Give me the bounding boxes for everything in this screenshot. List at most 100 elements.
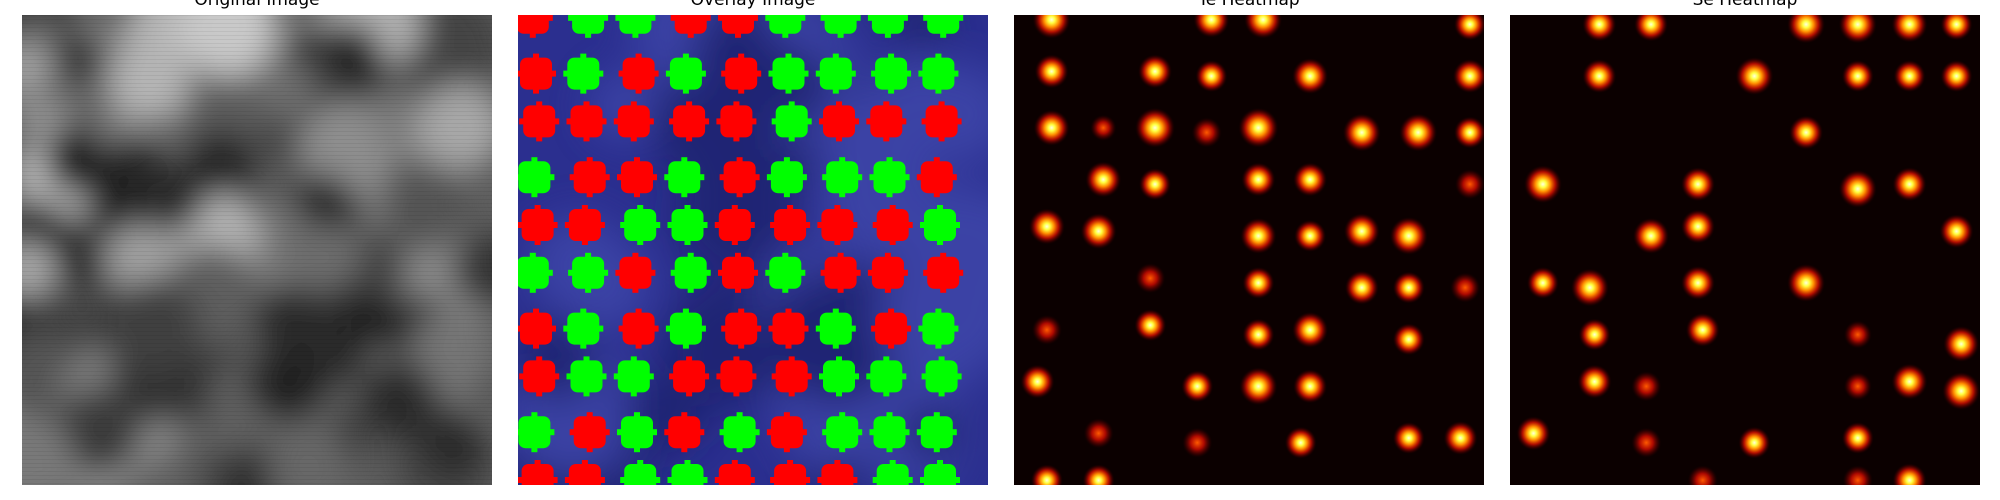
heatmap-spot xyxy=(1943,326,1980,362)
scan-line xyxy=(22,179,492,180)
marker-red xyxy=(719,157,760,198)
scan-line xyxy=(22,87,492,88)
marker-green xyxy=(918,308,959,349)
marker-red xyxy=(867,252,908,293)
scan-line xyxy=(22,455,492,456)
scan-line xyxy=(22,275,492,276)
marker-green xyxy=(822,412,863,453)
scan-line xyxy=(22,267,492,268)
marker-red xyxy=(569,157,610,198)
scan-line xyxy=(22,163,492,164)
marker-red xyxy=(617,157,657,198)
heatmap-spot xyxy=(1090,114,1117,141)
scan-line xyxy=(22,115,492,116)
scan-line xyxy=(22,339,492,340)
marker-green xyxy=(916,412,957,453)
heatmap-spot xyxy=(1892,167,1927,202)
scan-line xyxy=(22,475,492,476)
marker-green xyxy=(665,308,706,349)
heatmap-spot xyxy=(1838,15,1877,44)
scan-line xyxy=(22,183,492,184)
scan-line xyxy=(22,99,492,100)
scan-line xyxy=(22,51,492,52)
heatmap-spot xyxy=(1399,113,1438,152)
heatmap-spot xyxy=(1450,272,1481,303)
se-heatmap xyxy=(1510,15,1980,485)
marker-green xyxy=(518,157,555,198)
heatmap-spot xyxy=(1892,463,1927,485)
heatmap-spot xyxy=(1681,167,1715,202)
scan-line xyxy=(22,159,492,160)
scan-line xyxy=(22,243,492,244)
marker-green xyxy=(563,308,604,349)
heatmap-spot xyxy=(1182,427,1213,458)
texture-blob xyxy=(30,291,77,337)
heatmap-spot xyxy=(1681,265,1715,300)
scan-line xyxy=(22,263,492,264)
panel-overlay: Overlay Image xyxy=(518,0,988,500)
heatmap-spot xyxy=(1787,15,1826,44)
texture-blob xyxy=(103,278,201,376)
heatmap-spot xyxy=(1032,15,1071,39)
scan-line xyxy=(22,331,492,332)
scan-line xyxy=(22,375,492,376)
scan-line xyxy=(22,147,492,148)
heatmap-spot xyxy=(1033,109,1070,146)
scan-line xyxy=(22,55,492,56)
heatmap-spot xyxy=(1292,58,1329,95)
marker-green xyxy=(815,53,856,94)
heatmap-spot xyxy=(1242,266,1275,299)
scan-line xyxy=(22,35,492,36)
scan-line xyxy=(22,343,492,344)
marker-green xyxy=(765,252,806,293)
scan-line xyxy=(22,479,492,480)
heatmap-spot xyxy=(1392,323,1425,356)
texture-blob xyxy=(359,361,438,440)
scan-line xyxy=(22,471,492,472)
texture-blob xyxy=(109,40,191,123)
heatmap-spot xyxy=(1082,464,1115,485)
marker-green xyxy=(620,460,661,485)
heatmap-spot xyxy=(1135,263,1166,294)
scan-line xyxy=(22,283,492,284)
marker-green xyxy=(617,412,657,453)
marker-green xyxy=(869,412,910,453)
marker-green xyxy=(613,356,654,397)
marker-red xyxy=(721,308,762,349)
scan-line xyxy=(22,187,492,188)
scan-line xyxy=(22,175,492,176)
scan-line xyxy=(22,327,492,328)
scan-line xyxy=(22,287,492,288)
scan-line xyxy=(22,439,492,440)
scan-line xyxy=(22,367,492,368)
scan-line xyxy=(22,391,492,392)
marker-green xyxy=(568,252,609,293)
scan-line xyxy=(22,63,492,64)
scan-line xyxy=(22,271,492,272)
scan-line xyxy=(22,403,492,404)
marker-red xyxy=(669,356,710,397)
marker-green xyxy=(568,15,609,38)
texture-blob xyxy=(200,394,261,455)
heatmap-spot xyxy=(1842,465,1873,485)
scan-line xyxy=(22,423,492,424)
heatmap-spot xyxy=(1526,266,1559,299)
heatmap-spot xyxy=(1342,113,1381,152)
heatmap-spot xyxy=(1843,372,1872,401)
scan-line xyxy=(22,443,492,444)
heatmap-spot xyxy=(1195,60,1228,93)
scan-line xyxy=(22,239,492,240)
heatmap-spot xyxy=(1030,464,1063,485)
se-heatmap-canvas xyxy=(1510,15,1980,485)
texture-blob xyxy=(378,162,467,251)
heatmap-spot xyxy=(1292,311,1329,348)
scan-line xyxy=(22,135,492,136)
scan-line xyxy=(22,235,492,236)
heatmap-spot xyxy=(1238,107,1279,148)
scan-line xyxy=(22,143,492,144)
heatmap-spot xyxy=(1344,270,1379,305)
scan-line xyxy=(22,359,492,360)
panel-title-te: Te Heatmap xyxy=(1198,0,1300,10)
marker-green xyxy=(518,412,555,453)
scan-line xyxy=(22,15,492,16)
